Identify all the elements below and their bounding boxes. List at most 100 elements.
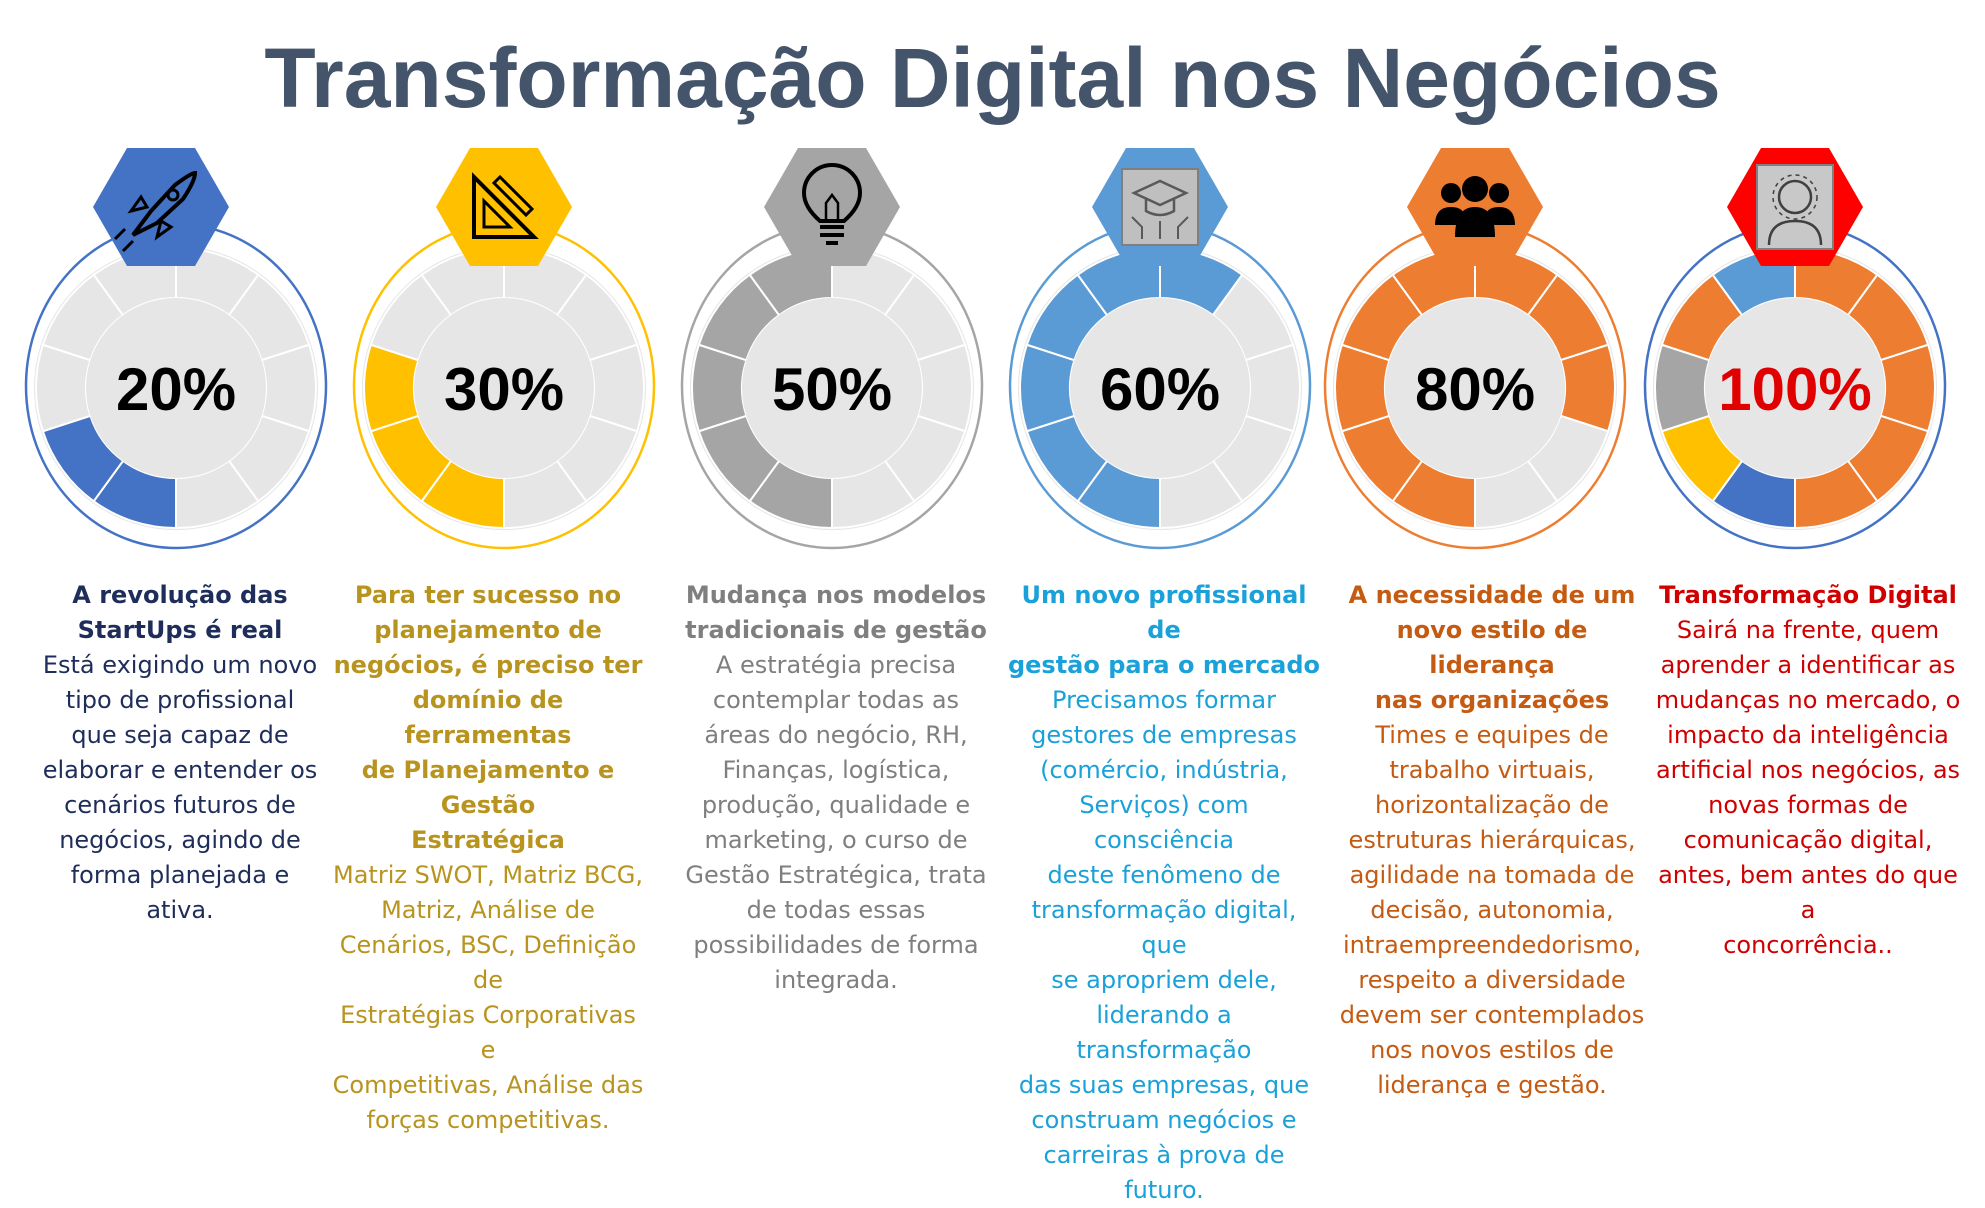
percent-label: 80% bbox=[1415, 356, 1535, 423]
empty-segment bbox=[227, 273, 311, 362]
column-body-line: Estratégias Corporativas e bbox=[340, 1001, 636, 1064]
progress-segment bbox=[1025, 273, 1109, 362]
progress-segment bbox=[1025, 414, 1109, 503]
empty-segment bbox=[1244, 343, 1301, 433]
column-text-2: Para ter sucesso no planejamento de negóci… bbox=[330, 578, 646, 1138]
icon-hexagon bbox=[93, 148, 229, 266]
empty-segment bbox=[1526, 414, 1610, 503]
outer-ring bbox=[352, 222, 656, 550]
column-body-line: respeito a diversidade bbox=[1358, 966, 1626, 994]
progress-segment bbox=[748, 459, 833, 530]
progress-circle-80: 80% bbox=[1323, 148, 1627, 550]
icon-hexagon bbox=[436, 148, 572, 266]
empty-segment bbox=[227, 414, 311, 503]
empty-segment bbox=[175, 246, 260, 317]
percent-label: 100% bbox=[1718, 356, 1871, 423]
team-icon bbox=[1435, 176, 1515, 237]
column-body-line: agilidade na tomada de bbox=[1349, 861, 1635, 889]
progress-circle-30: 30% bbox=[352, 148, 656, 550]
percent-label: 60% bbox=[1100, 356, 1220, 423]
column-body-line: aprender a identificar as bbox=[1660, 651, 1956, 679]
empty-segment bbox=[916, 343, 973, 433]
column-text-3: Mudança nos modelos tradicionais de gestã… bbox=[678, 578, 994, 998]
progress-segment bbox=[1076, 459, 1161, 530]
column-body-line: Cenários, BSC, Definição de bbox=[339, 931, 637, 994]
inner-disc bbox=[1385, 298, 1565, 478]
progress-segment bbox=[1076, 246, 1161, 317]
column-body-line: gestores de empresas bbox=[1031, 721, 1297, 749]
progress-segment bbox=[1794, 459, 1879, 530]
column-body-line: Matriz SWOT, Matriz BCG, bbox=[333, 861, 643, 889]
column-body-line: se apropriem dele, bbox=[1051, 966, 1277, 994]
column-heading-line: Um novo profissional de bbox=[1021, 581, 1307, 644]
column-body-line: Precisamos formar bbox=[1052, 686, 1276, 714]
column-heading-line: domínio de ferramentas bbox=[404, 686, 572, 749]
progress-segment bbox=[1334, 343, 1391, 433]
inner-disc bbox=[1705, 298, 1885, 478]
column-heading-line: planejamento de bbox=[374, 616, 602, 644]
rocket-icon bbox=[113, 170, 198, 253]
drafting-tools-icon bbox=[472, 172, 539, 239]
column-body-line: (comércio, indústria, bbox=[1040, 756, 1288, 784]
percent-label: 30% bbox=[444, 356, 564, 423]
column-body-line: liderando a transformação bbox=[1076, 1001, 1252, 1064]
percent-label: 20% bbox=[116, 356, 236, 423]
column-body-line: liderança e gestão. bbox=[1377, 1071, 1607, 1099]
track bbox=[1018, 246, 1302, 530]
page-title: Transformação Digital nos Negócios bbox=[264, 31, 1721, 125]
column-heading-line: Para ter sucesso no bbox=[354, 581, 622, 609]
icon-hexagon bbox=[1727, 148, 1863, 266]
progress-segment bbox=[1474, 246, 1559, 317]
progress-segment bbox=[1340, 414, 1424, 503]
progress-circle-60: 60% bbox=[1008, 148, 1312, 550]
empty-segment bbox=[369, 273, 453, 362]
column-text-4: Um novo profissional de gestão para o mer… bbox=[1006, 578, 1322, 1208]
outer-ring bbox=[1643, 222, 1947, 550]
progress-segment bbox=[1526, 273, 1610, 362]
column-body-line: contemplar todas as bbox=[712, 686, 960, 714]
empty-segment bbox=[503, 246, 588, 317]
inner-disc bbox=[742, 298, 922, 478]
inner-disc bbox=[86, 298, 266, 478]
empty-segment bbox=[175, 459, 260, 530]
column-text-1: A revolução das StartUps é real Está exigi… bbox=[22, 578, 338, 928]
column-text-6: Transformação Digital Sairá na frente, qu… bbox=[1650, 578, 1966, 963]
column-heading-line: Transformação Digital bbox=[1659, 581, 1957, 609]
circuit-graduation-icon bbox=[1121, 168, 1199, 246]
column-body-line: das suas empresas, que bbox=[1018, 1071, 1310, 1099]
column-body-line: tipo de profissional bbox=[65, 686, 295, 714]
column-body-line: elaborar e entender os bbox=[42, 756, 318, 784]
column-body-line: A estratégia precisa bbox=[715, 651, 957, 679]
progress-segment bbox=[1391, 459, 1476, 530]
track bbox=[1333, 246, 1617, 530]
column-body-line: negócios, agindo de bbox=[59, 826, 301, 854]
progress-circle-100: 100% bbox=[1643, 148, 1947, 550]
track bbox=[34, 246, 318, 530]
column-heading-line: Mudança nos modelos bbox=[685, 581, 987, 609]
column-body-line: impacto da inteligência bbox=[1667, 721, 1949, 749]
column-heading-line: gestão para o mercado bbox=[1007, 651, 1321, 679]
progress-segment bbox=[697, 273, 781, 362]
column-heading-line: StartUps é real bbox=[77, 616, 283, 644]
progress-circle-50: 50% bbox=[680, 148, 984, 550]
column-heading-line: negócios, é preciso ter bbox=[333, 651, 643, 679]
empty-segment bbox=[883, 273, 967, 362]
progress-segment bbox=[1711, 459, 1796, 530]
column-heading-line: A revolução das bbox=[72, 581, 288, 609]
column-body-line: Times e equipes de bbox=[1375, 721, 1609, 749]
percent-label: 50% bbox=[772, 356, 892, 423]
progress-segment bbox=[1794, 246, 1879, 317]
progress-segment bbox=[1846, 273, 1930, 362]
column-body-line: comunicação digital, bbox=[1683, 826, 1933, 854]
column-heading-line: tradicionais de gestão bbox=[685, 616, 987, 644]
column-body-line: forma planejada e bbox=[70, 861, 290, 889]
progress-segment bbox=[363, 343, 420, 433]
empty-segment bbox=[503, 459, 588, 530]
outer-ring bbox=[1008, 222, 1312, 550]
column-body-line: carreiras à prova de bbox=[1043, 1141, 1285, 1169]
column-body-line: Gestão Estratégica, trata bbox=[685, 861, 987, 889]
track bbox=[1653, 246, 1937, 530]
empty-segment bbox=[1211, 273, 1295, 362]
progress-segment bbox=[1879, 343, 1936, 433]
empty-segment bbox=[41, 273, 125, 362]
